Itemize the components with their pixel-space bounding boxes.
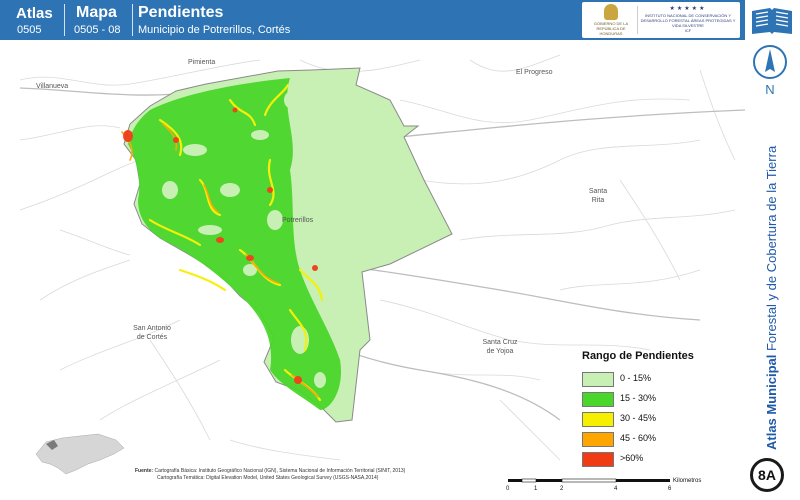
- icf-logo-text: INSTITUTO NACIONAL DE CONSERVACIÓN Y DES…: [640, 13, 736, 28]
- open-book-icon: [752, 8, 792, 34]
- location-inset-map: [35, 433, 125, 475]
- atlas-title-bold: Atlas Municipal: [764, 355, 779, 450]
- institution-logos: GOBIERNO DE LA REPÚBLICA DE HONDURAS ★★★…: [582, 2, 740, 38]
- legend-label: >60%: [620, 453, 644, 463]
- place-label-santa-rita: Santa Rita: [583, 187, 613, 205]
- atlas-label: Atlas: [16, 5, 53, 22]
- source-credits: Fuente: Cartografía Básica: Instituto Ge…: [135, 468, 405, 482]
- road-network: [19, 54, 736, 461]
- slope-zones: [121, 78, 341, 410]
- government-logo-text: GOBIERNO DE LA REPÚBLICA DE HONDURAS: [593, 21, 629, 36]
- map-canvas: [0, 40, 745, 468]
- header-divider: [132, 4, 133, 36]
- place-label-santa-cruz-line2: de Yojoa: [486, 348, 514, 355]
- map-area: Pimienta Villanueva El Progreso Santa Ri…: [0, 40, 745, 468]
- source-label: Fuente:: [135, 468, 154, 474]
- legend-swatch: [582, 392, 614, 407]
- legend-swatch: [582, 372, 614, 387]
- scale-tick: 1: [534, 486, 538, 492]
- legend-label: 30 - 45%: [620, 413, 657, 423]
- legend-item: 0 - 15%: [582, 370, 732, 390]
- icf-logo: ★★★★★ INSTITUTO NACIONAL DE CONSERVACIÓN…: [640, 6, 736, 34]
- scale-tick: 6: [668, 486, 672, 492]
- legend-swatch: [582, 452, 614, 467]
- scale-bar: 0 1 2 4 6 Kilometros: [505, 476, 705, 498]
- north-arrow-icon: [753, 45, 787, 79]
- legend-swatch: [582, 432, 614, 447]
- place-label-el-progreso: El Progreso: [516, 69, 553, 76]
- atlas-cell: Atlas 0505: [0, 0, 60, 40]
- scale-tick: 4: [614, 486, 618, 492]
- legend-label: 15 - 30%: [620, 393, 657, 403]
- scale-unit: Kilometros: [673, 478, 702, 484]
- icf-acronym: ICF: [684, 28, 692, 33]
- map-header: Atlas 0505 Mapa 0505 - 08 Pendientes Mun…: [0, 0, 745, 40]
- svg-text:Atlas Municipal Forestal y de: Atlas Municipal Forestal y de Cobertura …: [764, 145, 779, 450]
- place-label-santa-cruz-line1: Santa Cruz: [482, 339, 518, 346]
- legend-item: 15 - 30%: [582, 390, 732, 410]
- place-label-potrerillos: Potrerillos: [282, 217, 314, 224]
- legend-title: Rango de Pendientes: [582, 350, 694, 362]
- legend-item: >60%: [582, 450, 732, 470]
- scale-tick: 2: [560, 486, 564, 492]
- vertical-atlas-title: Atlas Municipal Forestal y de Cobertura …: [764, 145, 779, 450]
- legend-label: 45 - 60%: [620, 433, 657, 443]
- legend-label: 0 - 15%: [620, 373, 652, 383]
- coat-of-arms-icon: [604, 4, 618, 20]
- government-logo: GOBIERNO DE LA REPÚBLICA DE HONDURAS: [586, 4, 636, 36]
- header-divider: [64, 4, 65, 36]
- atlas-title-rest: Forestal y de Cobertura de la Tierra: [764, 145, 779, 355]
- page-title: Pendientes: [138, 4, 224, 21]
- north-label: N: [765, 82, 775, 97]
- source-line-1: Cartografía Básica: Instituto Geográfico…: [154, 468, 406, 474]
- legend-swatch: [582, 412, 614, 427]
- stars-icon: ★★★★★: [669, 6, 707, 12]
- place-label-villanueva: Villanueva: [36, 83, 69, 90]
- scale-tick: 0: [506, 486, 510, 492]
- legend-item: 45 - 60%: [582, 430, 732, 450]
- place-label-san-antonio-line2: de Cortés: [136, 334, 168, 341]
- logo-divider: [637, 6, 638, 34]
- page-subtitle: Municipio de Potrerillos, Cortés: [138, 24, 291, 36]
- place-label-san-antonio-line1: San Antonio: [133, 325, 171, 332]
- map-code: 0505 - 08: [74, 24, 121, 36]
- map-label: Mapa: [76, 4, 117, 21]
- place-label-santa-cruz: Santa Cruz de Yojoa: [478, 338, 522, 356]
- scale-bar-graphic: [508, 478, 670, 483]
- place-label-santa-rita-line2: Rita: [591, 197, 605, 204]
- place-label-san-antonio: San Antonio de Cortés: [128, 324, 176, 342]
- legend-item: 30 - 45%: [582, 410, 732, 430]
- slope-legend: Rango de Pendientes 0 - 15% 15 - 30% 30 …: [582, 350, 732, 470]
- map-number-badge: 8A: [750, 458, 784, 492]
- place-label-pimienta: Pimienta: [188, 59, 216, 66]
- map-cell: Mapa 0505 - 08: [68, 0, 130, 40]
- north-arrow: N: [752, 44, 788, 98]
- place-label-santa-rita-line1: Santa: [588, 188, 608, 195]
- source-line-2: Cartografía Temática: Digital Elevation …: [157, 475, 379, 481]
- atlas-code: 0505: [17, 24, 42, 36]
- title-cell: Pendientes Municipio de Potrerillos, Cor…: [138, 0, 558, 40]
